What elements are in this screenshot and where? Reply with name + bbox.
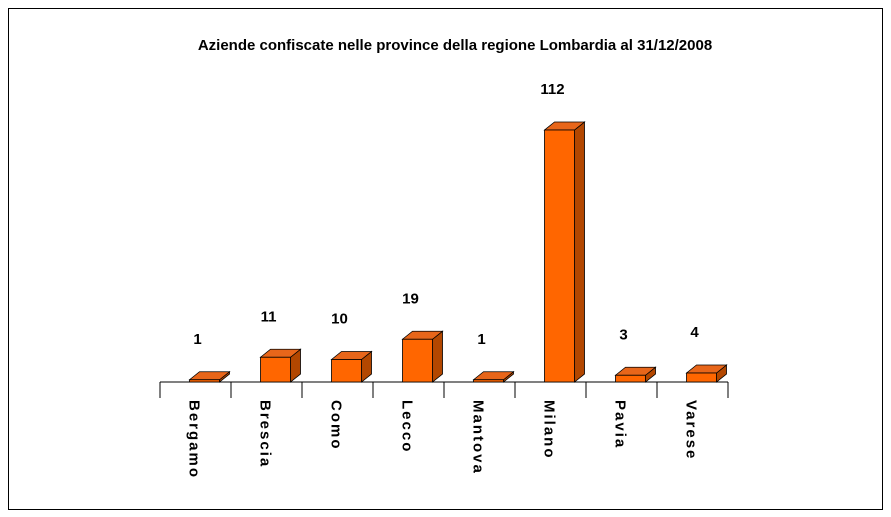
x-tick-label: Pavia: [612, 400, 629, 449]
bar-side: [574, 121, 585, 383]
value-label: 1: [477, 331, 485, 348]
bar: [544, 129, 575, 383]
bar: [686, 372, 717, 383]
bar-side: [432, 330, 443, 383]
value-label: 3: [619, 326, 627, 343]
x-tick-label: Lecco: [399, 400, 416, 453]
bar: [260, 356, 291, 383]
chart-border: [8, 8, 883, 510]
x-tick-label: Varese: [683, 400, 700, 460]
value-label: 4: [690, 324, 699, 341]
x-tick-label: Como: [328, 400, 345, 451]
value-label: 1: [193, 331, 201, 348]
x-tick-label: Brescia: [257, 400, 274, 468]
x-tick-label: Bergamo: [186, 400, 203, 479]
value-label: 19: [402, 290, 419, 307]
bar: [189, 379, 220, 383]
bar: [473, 379, 504, 383]
value-label: 112: [540, 81, 564, 98]
chart-title: Aziende confiscate nelle province della …: [198, 37, 712, 54]
x-tick-label: Milano: [541, 400, 558, 460]
value-label: 11: [261, 308, 277, 325]
x-tick-label: Mantova: [470, 400, 487, 475]
bar: [615, 374, 646, 383]
bar: [331, 359, 362, 383]
value-label: 10: [331, 311, 348, 328]
bar: [402, 338, 433, 383]
